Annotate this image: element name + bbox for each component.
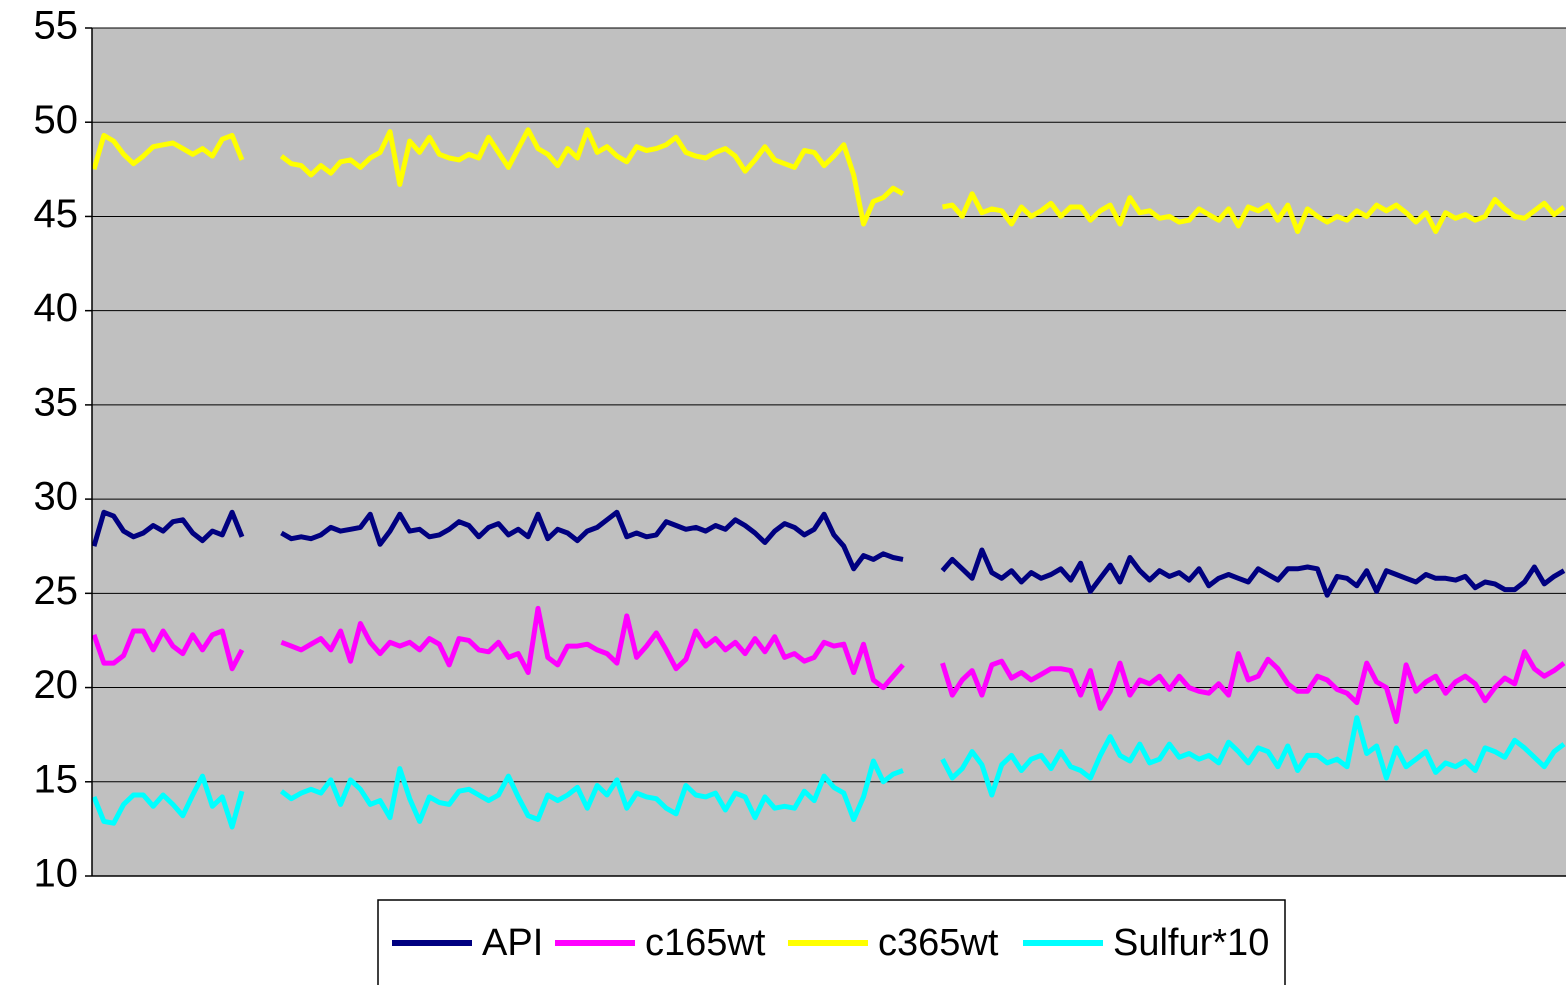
y-tick-label: 20: [34, 663, 79, 707]
y-tick-label: 40: [34, 286, 79, 330]
legend-label: c365wt: [878, 922, 999, 964]
y-tick-label: 35: [34, 380, 79, 424]
y-tick-label: 30: [34, 475, 79, 519]
series-line: [91, 509, 1566, 598]
legend-label: Sulfur*10: [1113, 922, 1269, 964]
y-tick-label: 50: [34, 98, 79, 142]
series-line: [91, 605, 1566, 724]
series-line: [91, 127, 1566, 234]
legend-label: API: [482, 922, 543, 964]
y-tick-label: 15: [34, 757, 79, 801]
y-tick-label: 25: [34, 569, 79, 613]
series-line: [91, 715, 1566, 830]
y-tick-label: 45: [34, 192, 79, 236]
plot-area: [92, 28, 1566, 876]
legend-label: c165wt: [645, 922, 766, 964]
y-tick-label: 55: [34, 4, 79, 48]
y-tick-label: 10: [34, 852, 79, 896]
